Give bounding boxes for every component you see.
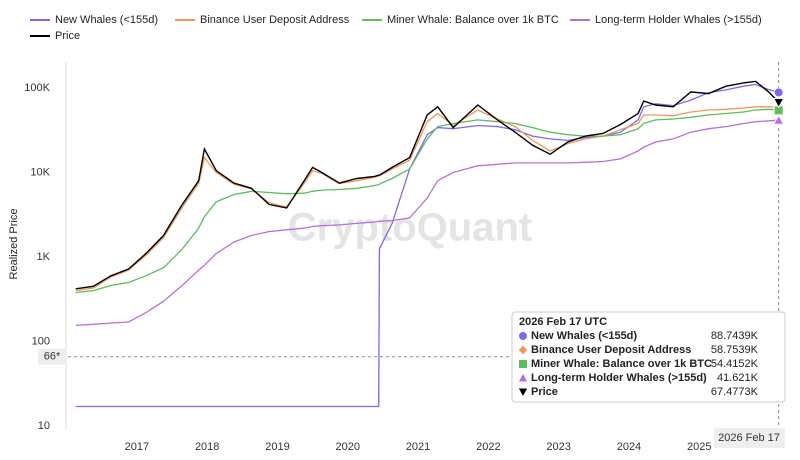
tooltip-marker xyxy=(517,344,529,356)
tooltip-value: 88.7439K xyxy=(711,330,759,342)
x-tick-label: 2019 xyxy=(265,441,289,453)
end-marker xyxy=(772,114,785,125)
tooltip-box xyxy=(511,311,786,403)
series-line xyxy=(75,119,779,327)
series-line xyxy=(75,106,779,292)
y-tick-label: 10 xyxy=(38,420,50,432)
x-tick-label: 2022 xyxy=(476,441,500,453)
tooltip-value: 67.4773K xyxy=(711,386,759,398)
tooltip-name: Miner Whale: Balance over 1k BTC xyxy=(531,358,712,370)
y-tick-label: 1K xyxy=(37,251,51,263)
tooltip-name: New Whales (<155d) xyxy=(531,330,637,342)
reference-label-box xyxy=(38,348,66,365)
tooltip-marker xyxy=(518,331,528,341)
crosshair-label-box xyxy=(714,428,785,448)
x-tick-label: 2023 xyxy=(546,441,570,453)
reference-label: 66* xyxy=(44,351,61,363)
end-marker xyxy=(772,97,785,109)
tooltip-value: 54.4152K xyxy=(711,358,759,370)
tooltip-name: Price xyxy=(531,386,558,398)
series-line xyxy=(75,108,779,294)
tooltip-value: 58.7539K xyxy=(711,344,759,356)
y-tick-label: 100 xyxy=(32,335,50,347)
y-tick-label: 100K xyxy=(24,82,50,94)
tooltip-name: Long-term Holder Whales (>155d) xyxy=(531,372,707,384)
x-tick-label: 2025 xyxy=(687,441,711,453)
legend-label[interactable]: New Whales (<155d) xyxy=(55,14,158,26)
y-axis-label: Realized Price xyxy=(8,209,20,280)
x-tick-label: 2018 xyxy=(195,441,219,453)
end-marker xyxy=(773,87,784,98)
tooltip-marker xyxy=(518,359,528,369)
tooltip-title: 2026 Feb 17 UTC xyxy=(519,316,607,328)
x-tick-label: 2020 xyxy=(336,441,360,453)
x-tick-label: 2021 xyxy=(406,441,430,453)
x-tick-label: 2017 xyxy=(125,441,149,453)
crosshair-label: 2026 Feb 17 xyxy=(718,432,780,444)
tooltip-marker xyxy=(517,387,529,399)
y-tick-label: 10K xyxy=(30,166,50,178)
x-tick-label: 2024 xyxy=(617,441,641,453)
tooltip-name: Binance User Deposit Address xyxy=(531,344,691,356)
end-marker xyxy=(773,105,784,116)
watermark: CryptoQuant xyxy=(288,206,532,250)
tooltip-marker xyxy=(517,371,529,383)
legend-label[interactable]: Miner Whale: Balance over 1k BTC xyxy=(387,14,559,26)
legend-label[interactable]: Price xyxy=(55,30,80,42)
legend-label[interactable]: Binance User Deposit Address xyxy=(200,14,350,26)
legend-label[interactable]: Long-term Holder Whales (>155d) xyxy=(595,14,762,26)
tooltip-value: 41.621K xyxy=(717,372,759,384)
series-line xyxy=(75,80,780,290)
